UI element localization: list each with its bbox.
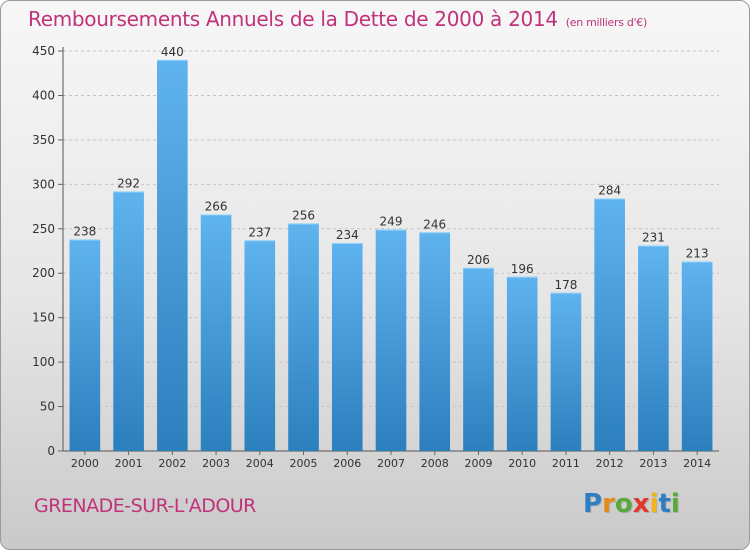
y-tick-label: 450: [32, 44, 55, 58]
data-label: 237: [248, 225, 271, 239]
logo-letter: P: [583, 489, 603, 519]
data-label: 256: [292, 208, 315, 222]
y-tick-label: 400: [32, 88, 55, 102]
data-label: 266: [205, 200, 228, 214]
y-tick-label: 50: [40, 400, 55, 414]
data-label: 196: [511, 262, 534, 276]
bar: [331, 243, 363, 451]
bar: [506, 276, 538, 451]
data-label: 246: [423, 217, 446, 231]
bar: [550, 292, 582, 451]
data-label: 213: [686, 247, 709, 261]
x-tick-label: 2013: [639, 457, 667, 470]
data-label: 234: [336, 228, 359, 242]
data-label: 206: [467, 253, 490, 267]
y-tick-label: 350: [32, 133, 55, 147]
bar: [463, 267, 494, 451]
logo-letter: o: [614, 489, 633, 519]
bar: [200, 214, 232, 451]
data-label: 284: [598, 184, 621, 198]
x-tick-label: 2010: [508, 457, 536, 470]
y-tick-label: 200: [32, 266, 55, 280]
y-tick-label: 250: [32, 222, 55, 236]
chart-title-text: Remboursements Annuels de la Dette de 20…: [28, 7, 558, 31]
bar: [113, 191, 144, 451]
bar: [681, 261, 713, 451]
data-label: 238: [73, 224, 96, 238]
bar: [638, 245, 669, 451]
x-tick-label: 2014: [683, 457, 711, 470]
data-label: 231: [642, 231, 665, 245]
logo-letter: r: [602, 489, 615, 519]
logo-letter: i: [649, 489, 659, 519]
x-tick-label: 2009: [464, 457, 492, 470]
data-label: 249: [380, 215, 403, 229]
x-tick-label: 2002: [158, 457, 186, 470]
y-tick-label: 300: [32, 177, 55, 191]
x-tick-label: 2001: [115, 457, 143, 470]
x-tick-label: 2005: [290, 457, 318, 470]
commune-name: GRENADE-SUR-L'ADOUR: [34, 495, 256, 517]
chart-subtitle: (en milliers d'€): [565, 16, 647, 29]
y-tick-label: 100: [32, 355, 55, 369]
y-tick-label: 150: [32, 311, 55, 325]
bar: [594, 198, 625, 451]
y-tick-label: 0: [47, 444, 55, 458]
logo-letter: t: [658, 489, 671, 519]
bar: [244, 240, 276, 451]
logo-letter: i: [670, 489, 680, 519]
bar: [69, 239, 101, 451]
proxiti-logo: Proxiti: [583, 489, 680, 519]
data-label: 292: [117, 176, 140, 190]
x-tick-label: 2007: [377, 457, 405, 470]
bar: [288, 223, 319, 451]
x-tick-label: 2004: [246, 457, 274, 470]
data-label: 178: [554, 278, 577, 292]
bar: [419, 232, 451, 451]
x-tick-label: 2000: [71, 457, 99, 470]
data-label: 440: [161, 45, 184, 59]
bar: [375, 229, 407, 451]
x-tick-label: 2003: [202, 457, 230, 470]
logo-letter: x: [632, 489, 650, 519]
x-tick-label: 2006: [333, 457, 361, 470]
chart-title: Remboursements Annuels de la Dette de 20…: [28, 7, 647, 31]
x-tick-label: 2012: [596, 457, 624, 470]
x-tick-label: 2011: [552, 457, 580, 470]
bar: [157, 59, 188, 452]
x-tick-label: 2008: [421, 457, 449, 470]
